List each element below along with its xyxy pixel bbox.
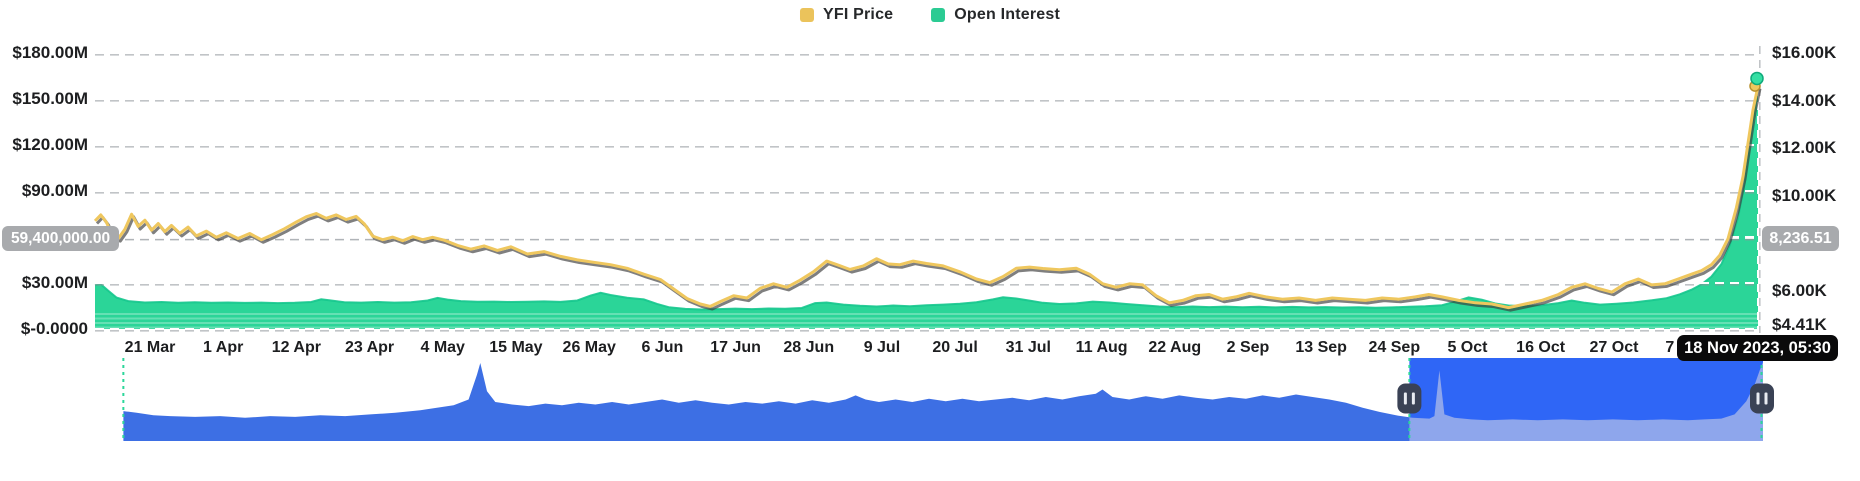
x-axis-label: 20 Jul bbox=[932, 339, 978, 356]
right-axis-label: $10.00K bbox=[1772, 185, 1837, 205]
left-axis-label: $30.00M bbox=[21, 273, 88, 292]
legend-label-yfi-price: YFI Price bbox=[822, 6, 894, 23]
right-axis-label: $14.00K bbox=[1772, 90, 1837, 110]
x-axis-label: 11 Aug bbox=[1075, 339, 1128, 356]
x-axis-label: 28 Jun bbox=[783, 339, 835, 356]
left-axis-label: $-0.0000 bbox=[20, 319, 88, 338]
x-axis-label: 1 Apr bbox=[203, 339, 244, 356]
x-axis-label: 26 May bbox=[562, 339, 616, 356]
crosshair-date-tooltip: 18 Nov 2023, 05:30 bbox=[1677, 335, 1838, 361]
yfi-price-line bbox=[93, 85, 1760, 310]
navigator-left-handle[interactable] bbox=[1397, 383, 1422, 414]
pause-icon bbox=[1764, 392, 1768, 405]
x-axis-label: 5 Oct bbox=[1447, 339, 1488, 356]
x-axis-label: 6 Jun bbox=[641, 339, 684, 356]
x-axis-label: 9 Jul bbox=[863, 339, 901, 356]
pause-icon bbox=[1756, 392, 1760, 405]
x-axis-label: 22 Aug bbox=[1148, 339, 1202, 356]
x-axis-label: 21 Mar bbox=[124, 339, 176, 356]
right-axis-label: $16.00K bbox=[1772, 43, 1837, 62]
open-interest-swatch-icon bbox=[931, 8, 946, 22]
right-axis-label: $4.41K bbox=[1772, 315, 1827, 334]
open-interest-edge bbox=[94, 78, 1759, 311]
x-axis-label: 17 Jun bbox=[710, 339, 761, 356]
pause-icon bbox=[1403, 392, 1407, 405]
x-axis-label: 15 May bbox=[489, 339, 543, 356]
left-axis-label: $150.00M bbox=[12, 89, 88, 108]
x-axis-label: 31 Jul bbox=[1005, 339, 1051, 356]
right-axis-current-value-badge: 8,236.51 bbox=[1762, 226, 1839, 251]
pause-icon bbox=[1411, 392, 1415, 405]
legend-label-open-interest: Open Interest bbox=[954, 6, 1061, 23]
yfi-price-line-shadow bbox=[95, 88, 1762, 312]
x-axis-label: 24 Sep bbox=[1368, 339, 1421, 356]
right-axis-label: $12.00K bbox=[1772, 138, 1837, 158]
x-axis-label: 4 May bbox=[420, 339, 465, 356]
left-axis-label: $180.00M bbox=[12, 43, 88, 62]
navigator-selected-area bbox=[1409, 362, 1763, 441]
chart-plot-area[interactable] bbox=[95, 43, 1758, 329]
legend-item-open-interest[interactable]: Open Interest bbox=[931, 6, 1060, 24]
legend-item-yfi-price[interactable]: YFI Price bbox=[799, 6, 894, 24]
x-axis-label: 12 Apr bbox=[271, 339, 321, 356]
right-axis-label: $6.00K bbox=[1772, 281, 1827, 301]
open-interest-last-point-marker bbox=[1750, 71, 1764, 86]
x-axis-label: 23 Apr bbox=[344, 339, 395, 356]
navigator-area[interactable] bbox=[123, 362, 1763, 441]
legend: YFI Price Open Interest bbox=[799, 4, 1060, 26]
x-axis-label: 13 Sep bbox=[1295, 339, 1347, 356]
left-axis-current-value-badge: 59,400,000.00 bbox=[2, 226, 119, 251]
x-axis-label: 2 Sep bbox=[1226, 339, 1270, 356]
navigator-right-handle[interactable] bbox=[1750, 383, 1774, 414]
yfi-price-swatch-icon bbox=[799, 8, 814, 22]
x-axis-label: 16 Oct bbox=[1516, 339, 1566, 356]
left-axis-label: $90.00M bbox=[21, 181, 88, 200]
left-axis-label: $120.00M bbox=[12, 135, 88, 154]
x-axis-label: 27 Oct bbox=[1589, 339, 1639, 356]
